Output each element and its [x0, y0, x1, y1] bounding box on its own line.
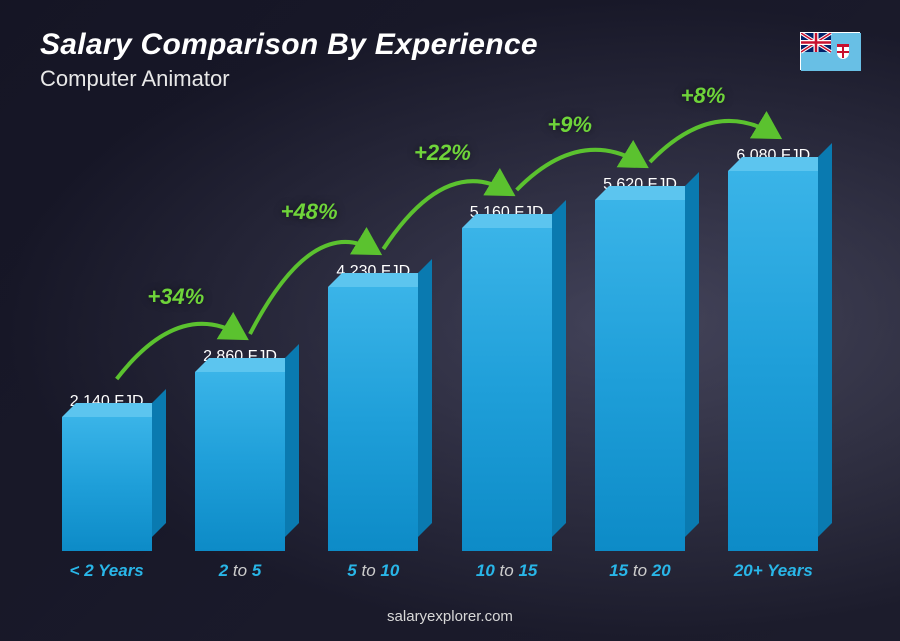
bar — [595, 200, 685, 551]
main-container: Salary Comparison By Experience Computer… — [0, 0, 900, 641]
bar-chart: 2,140 FJD 2,860 FJD 4,230 FJD 5,160 FJD … — [40, 110, 840, 581]
x-axis-label: 20+ Years — [707, 561, 840, 581]
chart-title: Salary Comparison By Experience — [40, 28, 860, 62]
bar-group: 5,620 FJD — [573, 176, 706, 551]
x-axis-labels: < 2 Years2 to 55 to 1010 to 1515 to 2020… — [40, 561, 840, 581]
bars-area: 2,140 FJD 2,860 FJD 4,230 FJD 5,160 FJD … — [40, 170, 840, 551]
bar — [728, 171, 818, 551]
bar — [462, 228, 552, 551]
pct-increase-label: +48% — [281, 199, 338, 225]
x-axis-label: 5 to 10 — [307, 561, 440, 581]
country-flag-icon — [800, 32, 860, 70]
pct-increase-label: +9% — [547, 112, 592, 138]
x-axis-label: < 2 Years — [40, 561, 173, 581]
bar — [62, 417, 152, 551]
bar-group: 2,140 FJD — [40, 393, 173, 551]
x-axis-label: 2 to 5 — [173, 561, 306, 581]
header: Salary Comparison By Experience Computer… — [40, 28, 860, 92]
bar-group: 4,230 FJD — [307, 263, 440, 551]
pct-increase-label: +22% — [414, 140, 471, 166]
bar — [195, 372, 285, 551]
bar-group: 2,860 FJD — [173, 348, 306, 551]
chart-subtitle: Computer Animator — [40, 66, 860, 92]
pct-increase-label: +8% — [681, 83, 726, 109]
x-axis-label: 10 to 15 — [440, 561, 573, 581]
footer-attribution: salaryexplorer.com — [0, 608, 900, 625]
pct-increase-label: +34% — [147, 284, 204, 310]
x-axis-label: 15 to 20 — [573, 561, 706, 581]
bar-group: 6,080 FJD — [707, 147, 840, 551]
bar-group: 5,160 FJD — [440, 204, 573, 551]
bar — [328, 287, 418, 551]
